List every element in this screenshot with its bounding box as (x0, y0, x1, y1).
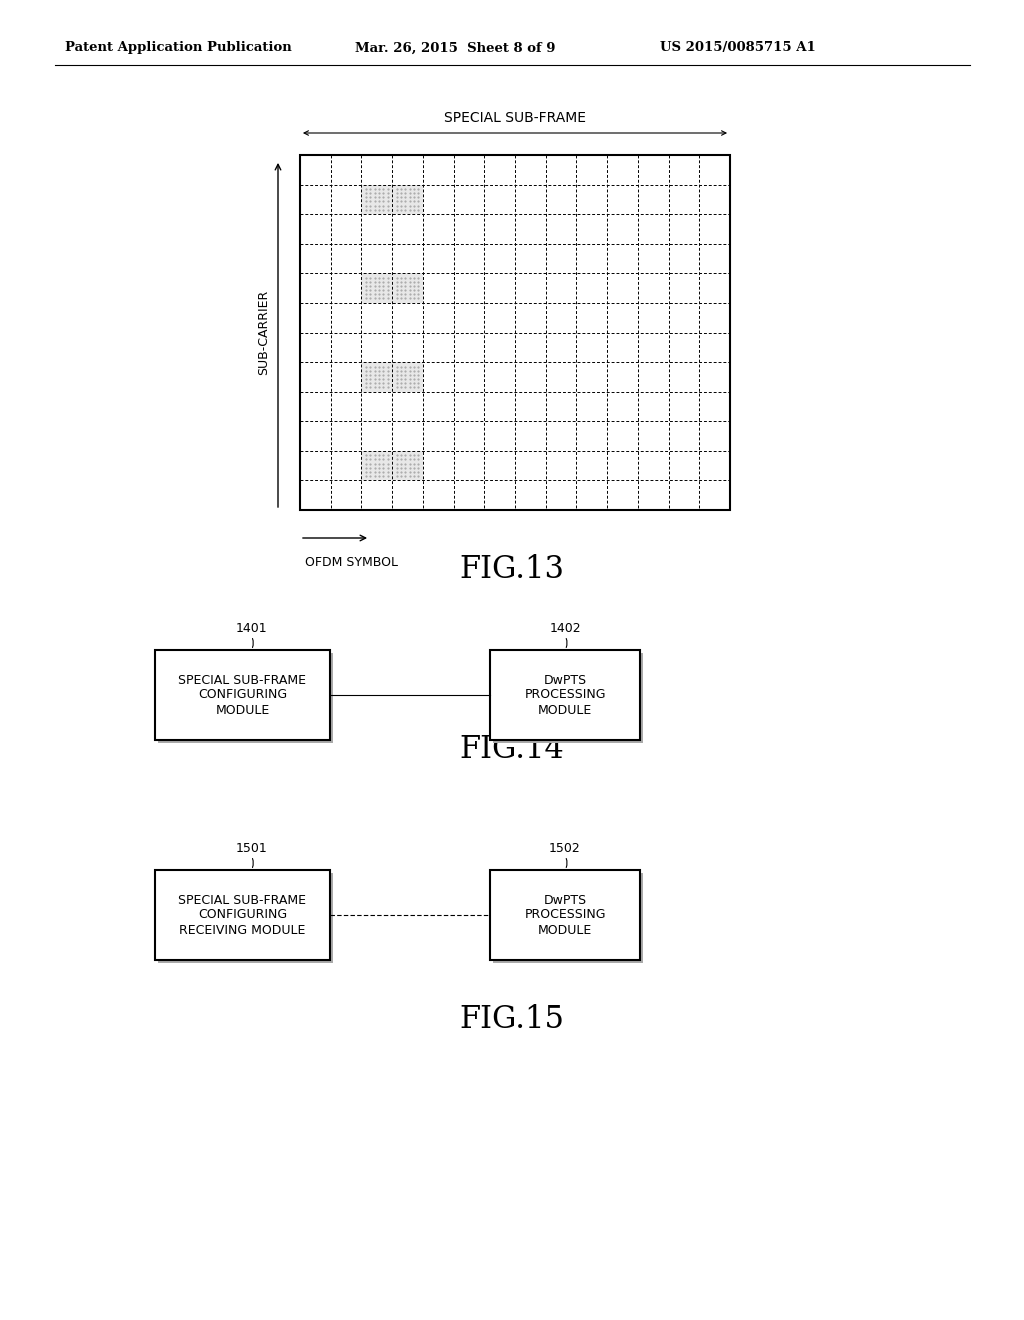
Bar (490, 870, 640, 960)
Text: 1401: 1401 (236, 622, 267, 635)
Bar (300, 154, 730, 510)
Text: FIG.13: FIG.13 (460, 554, 564, 586)
Bar (155, 870, 330, 960)
Bar (158, 653, 333, 743)
Text: FIG.15: FIG.15 (460, 1005, 564, 1035)
Bar (361, 273, 392, 302)
Bar (392, 273, 423, 302)
Text: US 2015/0085715 A1: US 2015/0085715 A1 (660, 41, 816, 54)
Bar (493, 873, 643, 964)
Text: SPECIAL SUB-FRAME: SPECIAL SUB-FRAME (444, 111, 586, 125)
Bar (361, 362, 392, 392)
Bar (361, 451, 392, 480)
Text: Mar. 26, 2015  Sheet 8 of 9: Mar. 26, 2015 Sheet 8 of 9 (355, 41, 555, 54)
Bar (493, 653, 643, 743)
Text: SPECIAL SUB-FRAME
CONFIGURING
MODULE: SPECIAL SUB-FRAME CONFIGURING MODULE (178, 673, 306, 717)
Text: SUB-CARRIER: SUB-CARRIER (257, 290, 270, 375)
Bar (155, 649, 330, 741)
Bar (392, 362, 423, 392)
Bar (392, 185, 423, 214)
Bar (158, 873, 333, 964)
Text: SPECIAL SUB-FRAME
CONFIGURING
RECEIVING MODULE: SPECIAL SUB-FRAME CONFIGURING RECEIVING … (178, 894, 306, 936)
Bar (361, 185, 392, 214)
Bar (490, 649, 640, 741)
Text: FIG.14: FIG.14 (460, 734, 564, 766)
Bar (392, 451, 423, 480)
Text: DwPTS
PROCESSING
MODULE: DwPTS PROCESSING MODULE (524, 894, 606, 936)
Text: 1402: 1402 (549, 622, 581, 635)
Text: 1501: 1501 (236, 842, 267, 854)
Text: 1502: 1502 (549, 842, 581, 854)
Text: OFDM SYMBOL: OFDM SYMBOL (305, 556, 398, 569)
Text: Patent Application Publication: Patent Application Publication (65, 41, 292, 54)
Text: DwPTS
PROCESSING
MODULE: DwPTS PROCESSING MODULE (524, 673, 606, 717)
